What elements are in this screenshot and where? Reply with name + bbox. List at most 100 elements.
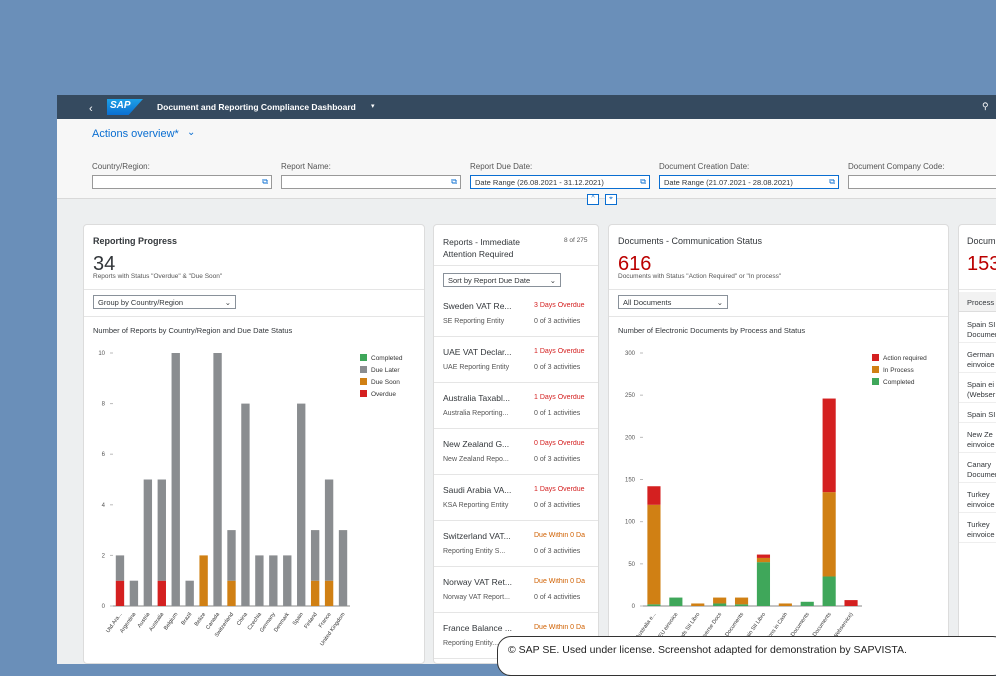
legend-label: Action required: [883, 355, 927, 362]
select-text: Sort by Report Due Date: [448, 276, 531, 285]
bar-segment: [669, 597, 683, 606]
table-row: Spain SI Documen: [959, 317, 996, 343]
divider: [609, 289, 948, 290]
search-icon[interactable]: ⚲: [982, 101, 989, 111]
kpi: 34: [93, 253, 116, 275]
list-item[interactable]: Switzerland VAT... Reporting Entity S... D…: [434, 521, 598, 567]
y-tick-label: 250: [625, 393, 636, 399]
filter-input[interactable]: ⧉: [92, 175, 272, 189]
chart-title: Number of Reports by Country/Region and …: [93, 326, 293, 335]
table-row: Canary Documen: [959, 457, 996, 483]
table-row: German einvoice: [959, 347, 996, 373]
table-header: [959, 292, 996, 312]
item-status: 0 Days Overdue: [534, 440, 585, 447]
x-tick-label: Australia: [148, 611, 166, 633]
card-title: Docum: [967, 236, 996, 246]
bar-segment: [713, 603, 727, 606]
filter-input[interactable]: ⧉: [281, 175, 461, 189]
bar-segment: [324, 580, 334, 606]
legend-label: Due Soon: [371, 379, 400, 386]
select-text: All Documents: [623, 298, 672, 307]
filter-input[interactable]: Date Range (21.07.2021 - 28.08.2021) ⧉: [659, 175, 839, 189]
filter-input[interactable]: Date Range (26.08.2021 - 31.12.2021) ⧉: [470, 175, 650, 189]
legend-label: Completed: [371, 355, 403, 362]
bar-segment: [647, 486, 661, 505]
bar-segment: [756, 554, 771, 558]
bar-segment: [310, 530, 320, 581]
select[interactable]: Group by Country/Region ⌄: [93, 295, 236, 309]
item-entity: Norway VAT Report...: [443, 594, 510, 601]
item-activities: 0 of 1 activities: [534, 410, 581, 417]
bar-segment: [115, 555, 125, 581]
logo: SAP: [110, 100, 131, 111]
bar-segment: [269, 555, 278, 606]
variant-title[interactable]: Actions overview*: [92, 128, 179, 140]
item-title: France Balance ...: [443, 623, 512, 633]
item-title: Norway VAT Ret...: [443, 577, 512, 587]
list-item[interactable]: Australia Taxabl... Australia Reporting..…: [434, 383, 598, 429]
bar-segment: [822, 398, 836, 493]
divider: [609, 316, 948, 317]
value-help-icon: ⧉: [451, 177, 457, 186]
item-title: Australia Taxabl...: [443, 393, 510, 403]
filter-label: Report Due Date:: [470, 162, 533, 171]
kpi-label: Documents with Status "Action Required" …: [618, 273, 782, 280]
list-item[interactable]: Norway VAT Ret... Norway VAT Report... Due…: [434, 567, 598, 613]
select[interactable]: Sort by Report Due Date ⌄: [443, 273, 561, 287]
variant-icon[interactable]: ⌄: [187, 127, 196, 138]
table-row: Spain SI: [959, 407, 996, 423]
y-tick-label: 6: [102, 452, 106, 458]
app-title[interactable]: Document and Reporting Compliance Dashbo…: [157, 102, 356, 112]
list-item[interactable]: UAE VAT Declar... UAE Reporting Entity 1 D…: [434, 337, 598, 383]
back-button[interactable]: ‹: [89, 103, 93, 115]
list-item[interactable]: New Zealand G... New Zealand Repo... 0 Day…: [434, 429, 598, 475]
collapse-button[interactable]: ^: [587, 194, 599, 205]
row-text: Turkey: [967, 520, 990, 529]
table-row: Turkey einvoice: [959, 487, 996, 513]
y-tick-label: 300: [625, 351, 636, 357]
card-title: Reporting Progress: [93, 236, 178, 246]
bar-segment: [844, 600, 858, 606]
bar-segment: [822, 492, 836, 577]
list-item[interactable]: Sweden VAT Re... SE Reporting Entity 3 Day…: [434, 291, 598, 337]
item-entity: Reporting Entity...: [443, 640, 499, 647]
bar-segment: [143, 479, 153, 606]
item-title: Saudi Arabia VA...: [443, 485, 512, 495]
legend-swatch: [360, 390, 367, 397]
x-tick-label: Brazil: [181, 612, 194, 627]
divider: [84, 289, 424, 290]
y-tick-label: 8: [102, 402, 106, 408]
pin-button[interactable]: ⌖: [605, 194, 617, 205]
bar-segment: [297, 403, 306, 606]
value-help-icon: ⧉: [640, 177, 646, 186]
title-menu-icon[interactable]: ▾: [371, 103, 375, 110]
list-item[interactable]: Saudi Arabia VA... KSA Reporting Entity 1 …: [434, 475, 598, 521]
bar-segment: [199, 555, 208, 606]
bar-segment: [324, 479, 334, 581]
value-help-icon: ⧉: [262, 177, 268, 186]
y-tick-label: 0: [632, 604, 636, 610]
shell-bar: ‹ SAP Document and Reporting Compliance …: [57, 95, 996, 119]
bar-segment: [213, 353, 222, 606]
item-activities: 0 of 3 activities: [534, 502, 581, 509]
item-entity: SE Reporting Entity: [443, 318, 505, 325]
row-text: Spain SI: [967, 320, 996, 329]
item-entity: Australia Reporting...: [443, 410, 509, 417]
select[interactable]: All Documents ⌄: [618, 295, 728, 309]
legend-label: Completed: [883, 379, 915, 386]
x-tick-label: Spain: [292, 612, 305, 627]
window: ‹ SAP Document and Reporting Compliance …: [57, 95, 996, 664]
filter-input[interactable]: ⧉: [848, 175, 996, 189]
filter-bar: Actions overview* ⌄ ^ ⌖ Country/Region: ⧉…: [57, 119, 996, 205]
y-tick-label: 200: [625, 435, 636, 441]
bar-segment: [734, 597, 749, 605]
bar-segment: [756, 557, 771, 563]
row-text: Spain ei: [967, 380, 995, 389]
item-entity: KSA Reporting Entity: [443, 502, 509, 509]
bar-segment: [800, 601, 814, 606]
item-entity: New Zealand Repo...: [443, 456, 509, 463]
item-entity: Reporting Entity S...: [443, 548, 506, 555]
y-tick-label: 2: [102, 553, 106, 559]
